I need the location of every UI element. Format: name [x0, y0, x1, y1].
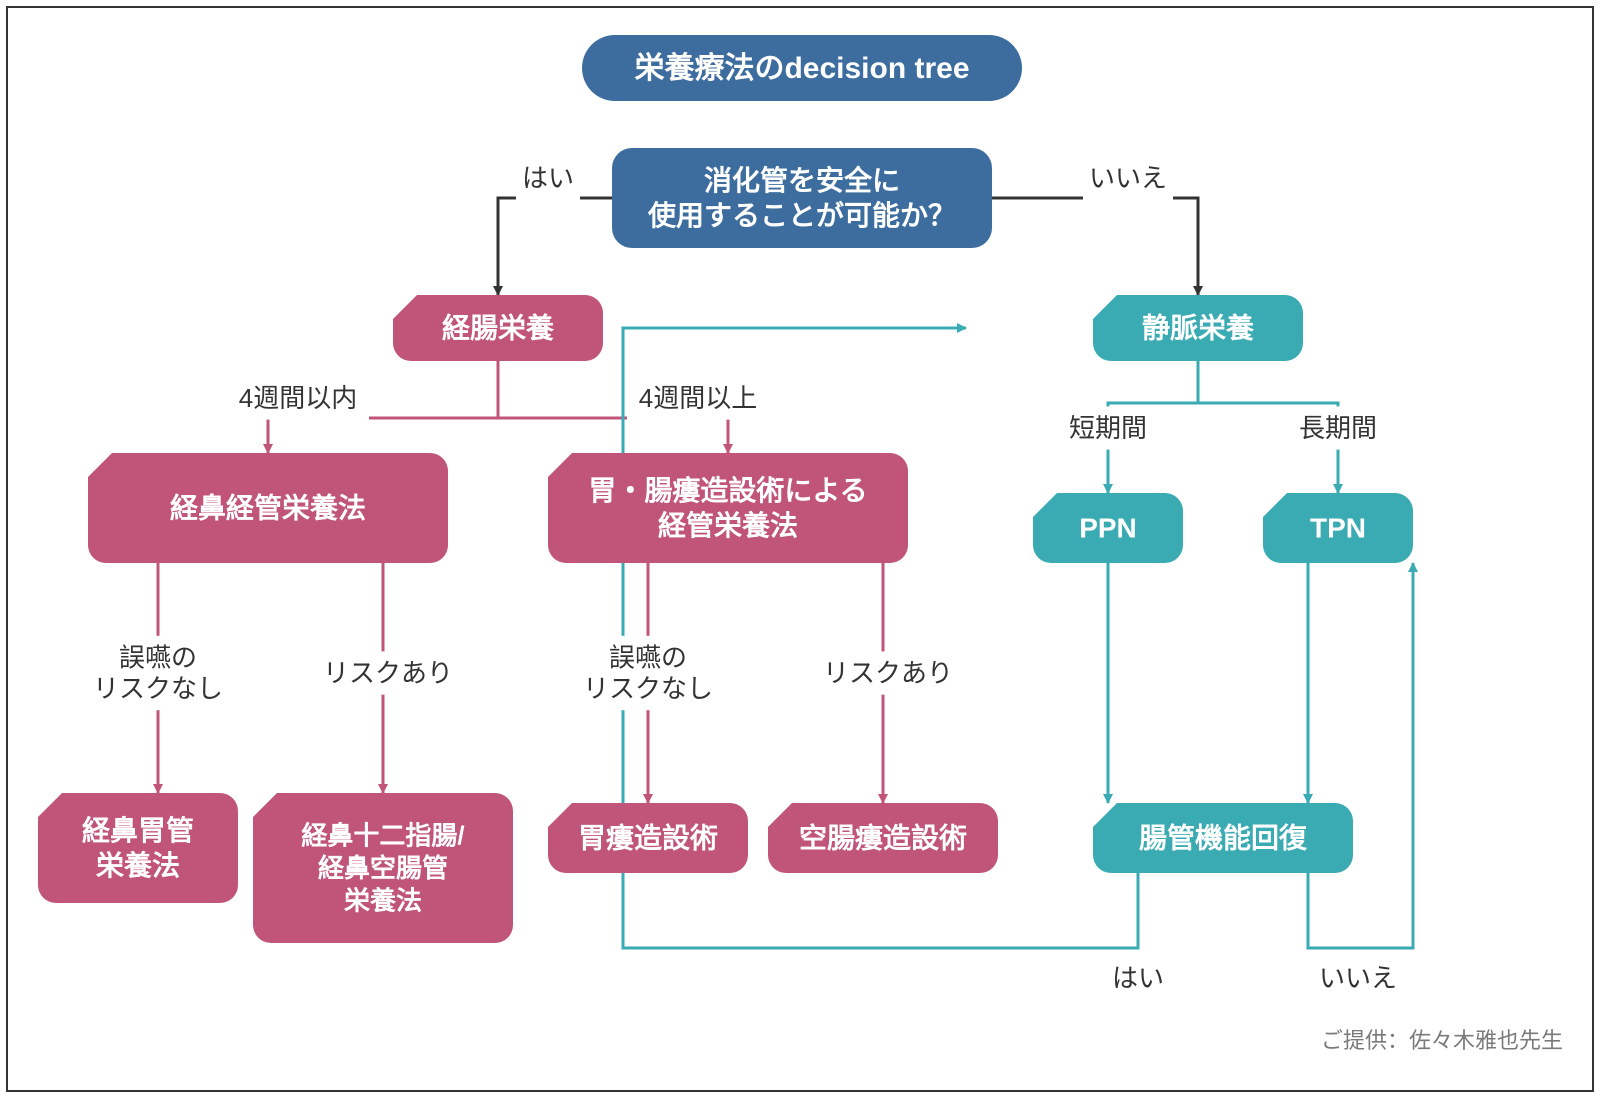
node-label: 使用することが可能か？: [647, 199, 956, 231]
edge-label: はい: [1112, 963, 1164, 993]
edge-label: 4週間以上: [639, 383, 757, 413]
node-label: 経鼻空腸管: [318, 853, 448, 883]
edge-label: はい: [522, 163, 574, 193]
node-label: 腸管機能回復: [1139, 821, 1308, 853]
edge-label: リスクあり: [823, 658, 953, 688]
node-label: 胃・腸瘻造設術による: [588, 474, 867, 506]
node-label: 空腸瘻造設術: [799, 821, 967, 853]
edge-label: 短期間: [1069, 413, 1147, 443]
node-label: 経鼻十二指腸/: [301, 820, 464, 850]
node-nasal: 経鼻経管栄養法: [88, 453, 448, 563]
flowchart-canvas: 栄養療法のdecision treeはいいいえ4週間以内4週間以上短期間長期間誤…: [8, 8, 1596, 1094]
node-label: PPN: [1079, 512, 1137, 543]
node-label: 消化管を安全に: [704, 164, 900, 196]
node-ppn: PPN: [1033, 493, 1183, 563]
edge-label: 誤嚥の: [119, 642, 197, 672]
edge-label: リスクなし: [93, 673, 223, 703]
node-label: 経管栄養法: [658, 509, 798, 541]
node-recover: 腸管機能回復: [1093, 803, 1353, 873]
edge-label: 4週間以内: [239, 383, 357, 413]
edge: [992, 198, 1198, 295]
edge: [1308, 563, 1413, 948]
title-pill: 栄養療法のdecision tree: [582, 35, 1022, 101]
edge-label: 誤嚥の: [609, 642, 687, 672]
node-stoma: 胃・腸瘻造設術による経管栄養法: [548, 453, 908, 563]
node-label: 胃瘻造設術: [578, 821, 718, 853]
credit-text: ご提供：佐々木雅也先生: [1321, 1028, 1563, 1053]
node-leaf2: 経鼻十二指腸/経鼻空腸管栄養法: [253, 793, 513, 943]
edge-label: いいえ: [1089, 163, 1167, 193]
edge: [498, 198, 612, 295]
edge-label: リスクなし: [583, 673, 713, 703]
node-leaf1: 経鼻胃管栄養法: [38, 793, 238, 903]
node-label: TPN: [1310, 512, 1366, 543]
node-label: 経腸栄養: [442, 311, 554, 343]
edge-label: いいえ: [1319, 963, 1397, 993]
node-label: 栄養法: [96, 849, 180, 881]
node-leaf3: 胃瘻造設術: [548, 803, 748, 873]
diagram-frame: 栄養療法のdecision treeはいいいえ4週間以内4週間以上短期間長期間誤…: [6, 6, 1594, 1092]
node-q1: 消化管を安全に使用することが可能か？: [612, 148, 992, 248]
node-label: 経鼻経管栄養法: [170, 491, 366, 523]
node-enteral: 経腸栄養: [393, 295, 603, 361]
node-tpn: TPN: [1263, 493, 1413, 563]
node-leaf4: 空腸瘻造設術: [768, 803, 998, 873]
edge-label: 長期間: [1299, 413, 1377, 443]
node-venous: 静脈栄養: [1093, 295, 1303, 361]
edge-label: リスクあり: [323, 658, 453, 688]
node-label: 静脈栄養: [1142, 311, 1254, 343]
title-text: 栄養療法のdecision tree: [634, 52, 969, 85]
node-label: 経鼻胃管: [82, 814, 194, 846]
node-label: 栄養法: [343, 885, 422, 915]
